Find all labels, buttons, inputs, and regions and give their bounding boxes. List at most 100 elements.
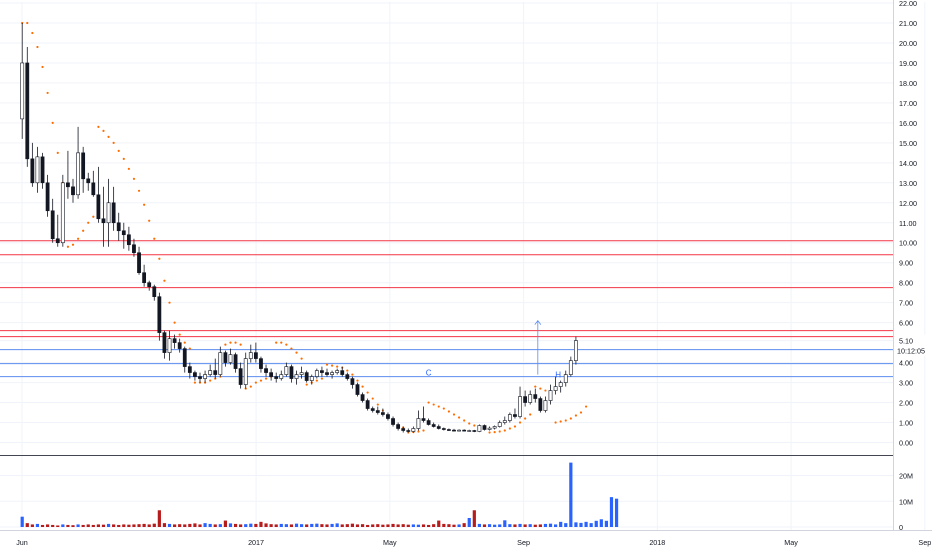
candle[interactable] [167, 330, 172, 361]
candle[interactable] [426, 418, 431, 426]
candle[interactable] [452, 428, 456, 432]
candle[interactable] [335, 368, 340, 375]
candle[interactable] [279, 370, 284, 381]
candle[interactable] [396, 422, 401, 431]
candle[interactable] [528, 390, 533, 405]
candle[interactable] [81, 146, 86, 193]
candle[interactable] [518, 386, 522, 419]
candle[interactable] [533, 388, 538, 403]
candle[interactable] [314, 368, 319, 379]
candle[interactable] [487, 426, 492, 431]
current-price-tag[interactable] [894, 334, 932, 356]
candle[interactable] [294, 370, 299, 385]
candle[interactable] [370, 406, 375, 413]
candle[interactable] [482, 424, 487, 431]
candle[interactable] [126, 226, 131, 251]
candle[interactable] [76, 126, 80, 199]
candle[interactable] [91, 170, 96, 197]
candle[interactable] [350, 376, 355, 389]
candle[interactable] [20, 23, 25, 139]
candle[interactable] [497, 420, 502, 428]
candle[interactable] [208, 364, 213, 377]
candle[interactable] [177, 338, 182, 353]
candle[interactable] [259, 356, 263, 373]
candle[interactable] [513, 408, 517, 419]
candle[interactable] [563, 370, 568, 387]
candle[interactable] [218, 346, 223, 377]
candle[interactable] [45, 174, 50, 217]
candle[interactable] [543, 396, 548, 413]
candle[interactable] [472, 429, 477, 433]
candle[interactable] [152, 284, 157, 301]
candle[interactable] [101, 186, 106, 247]
candle[interactable] [441, 427, 446, 431]
projection-arrow-head[interactable] [534, 319, 542, 325]
candle[interactable] [553, 376, 558, 395]
candle[interactable] [223, 350, 228, 367]
candle[interactable] [502, 416, 507, 425]
candle[interactable] [380, 408, 385, 417]
candle[interactable] [147, 280, 152, 291]
candle[interactable] [228, 348, 233, 365]
candle[interactable] [253, 342, 258, 363]
candle[interactable] [330, 370, 334, 379]
candle[interactable] [182, 346, 187, 373]
candle[interactable] [355, 382, 360, 397]
candle[interactable] [492, 425, 497, 430]
candle[interactable] [365, 398, 370, 411]
candle[interactable] [66, 150, 70, 199]
candle[interactable] [477, 424, 482, 433]
candle[interactable] [360, 392, 365, 403]
candle[interactable] [172, 334, 177, 349]
candle[interactable] [467, 429, 472, 432]
candle[interactable] [96, 166, 101, 223]
candle[interactable] [574, 336, 578, 365]
candle[interactable] [457, 429, 461, 432]
candle[interactable] [157, 292, 162, 341]
candle[interactable] [284, 362, 289, 377]
candle[interactable] [411, 426, 416, 433]
candle[interactable] [116, 212, 121, 241]
candle[interactable] [132, 238, 136, 257]
candle[interactable] [86, 172, 91, 191]
candle[interactable] [548, 384, 553, 405]
candle[interactable] [213, 358, 218, 379]
candle[interactable] [309, 374, 314, 385]
candle[interactable] [289, 364, 294, 383]
candle[interactable] [325, 368, 329, 377]
candle[interactable] [233, 352, 238, 373]
candle[interactable] [401, 426, 406, 433]
candle[interactable] [462, 429, 467, 432]
candle[interactable] [198, 372, 202, 383]
candle[interactable] [558, 380, 563, 393]
candle[interactable] [340, 366, 345, 377]
candle[interactable] [345, 372, 350, 381]
candle[interactable] [193, 370, 197, 381]
candle[interactable] [447, 428, 451, 431]
candle[interactable] [391, 416, 395, 427]
candle[interactable] [375, 406, 380, 415]
candle[interactable] [106, 178, 111, 247]
candle[interactable] [406, 428, 411, 433]
candle[interactable] [304, 370, 309, 383]
candle[interactable] [386, 412, 390, 421]
candle[interactable] [40, 152, 45, 189]
candle[interactable] [71, 178, 75, 203]
pattern-label[interactable]: H [555, 371, 561, 380]
candle[interactable] [523, 390, 528, 407]
candlesticks[interactable] [20, 23, 578, 433]
candle[interactable] [162, 330, 167, 359]
candle[interactable] [568, 356, 573, 377]
candle[interactable] [269, 368, 274, 381]
candle[interactable] [187, 362, 192, 379]
candle[interactable] [30, 142, 35, 187]
candle[interactable] [264, 364, 268, 377]
candle[interactable] [507, 412, 512, 423]
candle[interactable] [238, 362, 243, 389]
candle[interactable] [111, 186, 116, 231]
candle[interactable] [142, 264, 147, 287]
candle[interactable] [137, 246, 141, 275]
